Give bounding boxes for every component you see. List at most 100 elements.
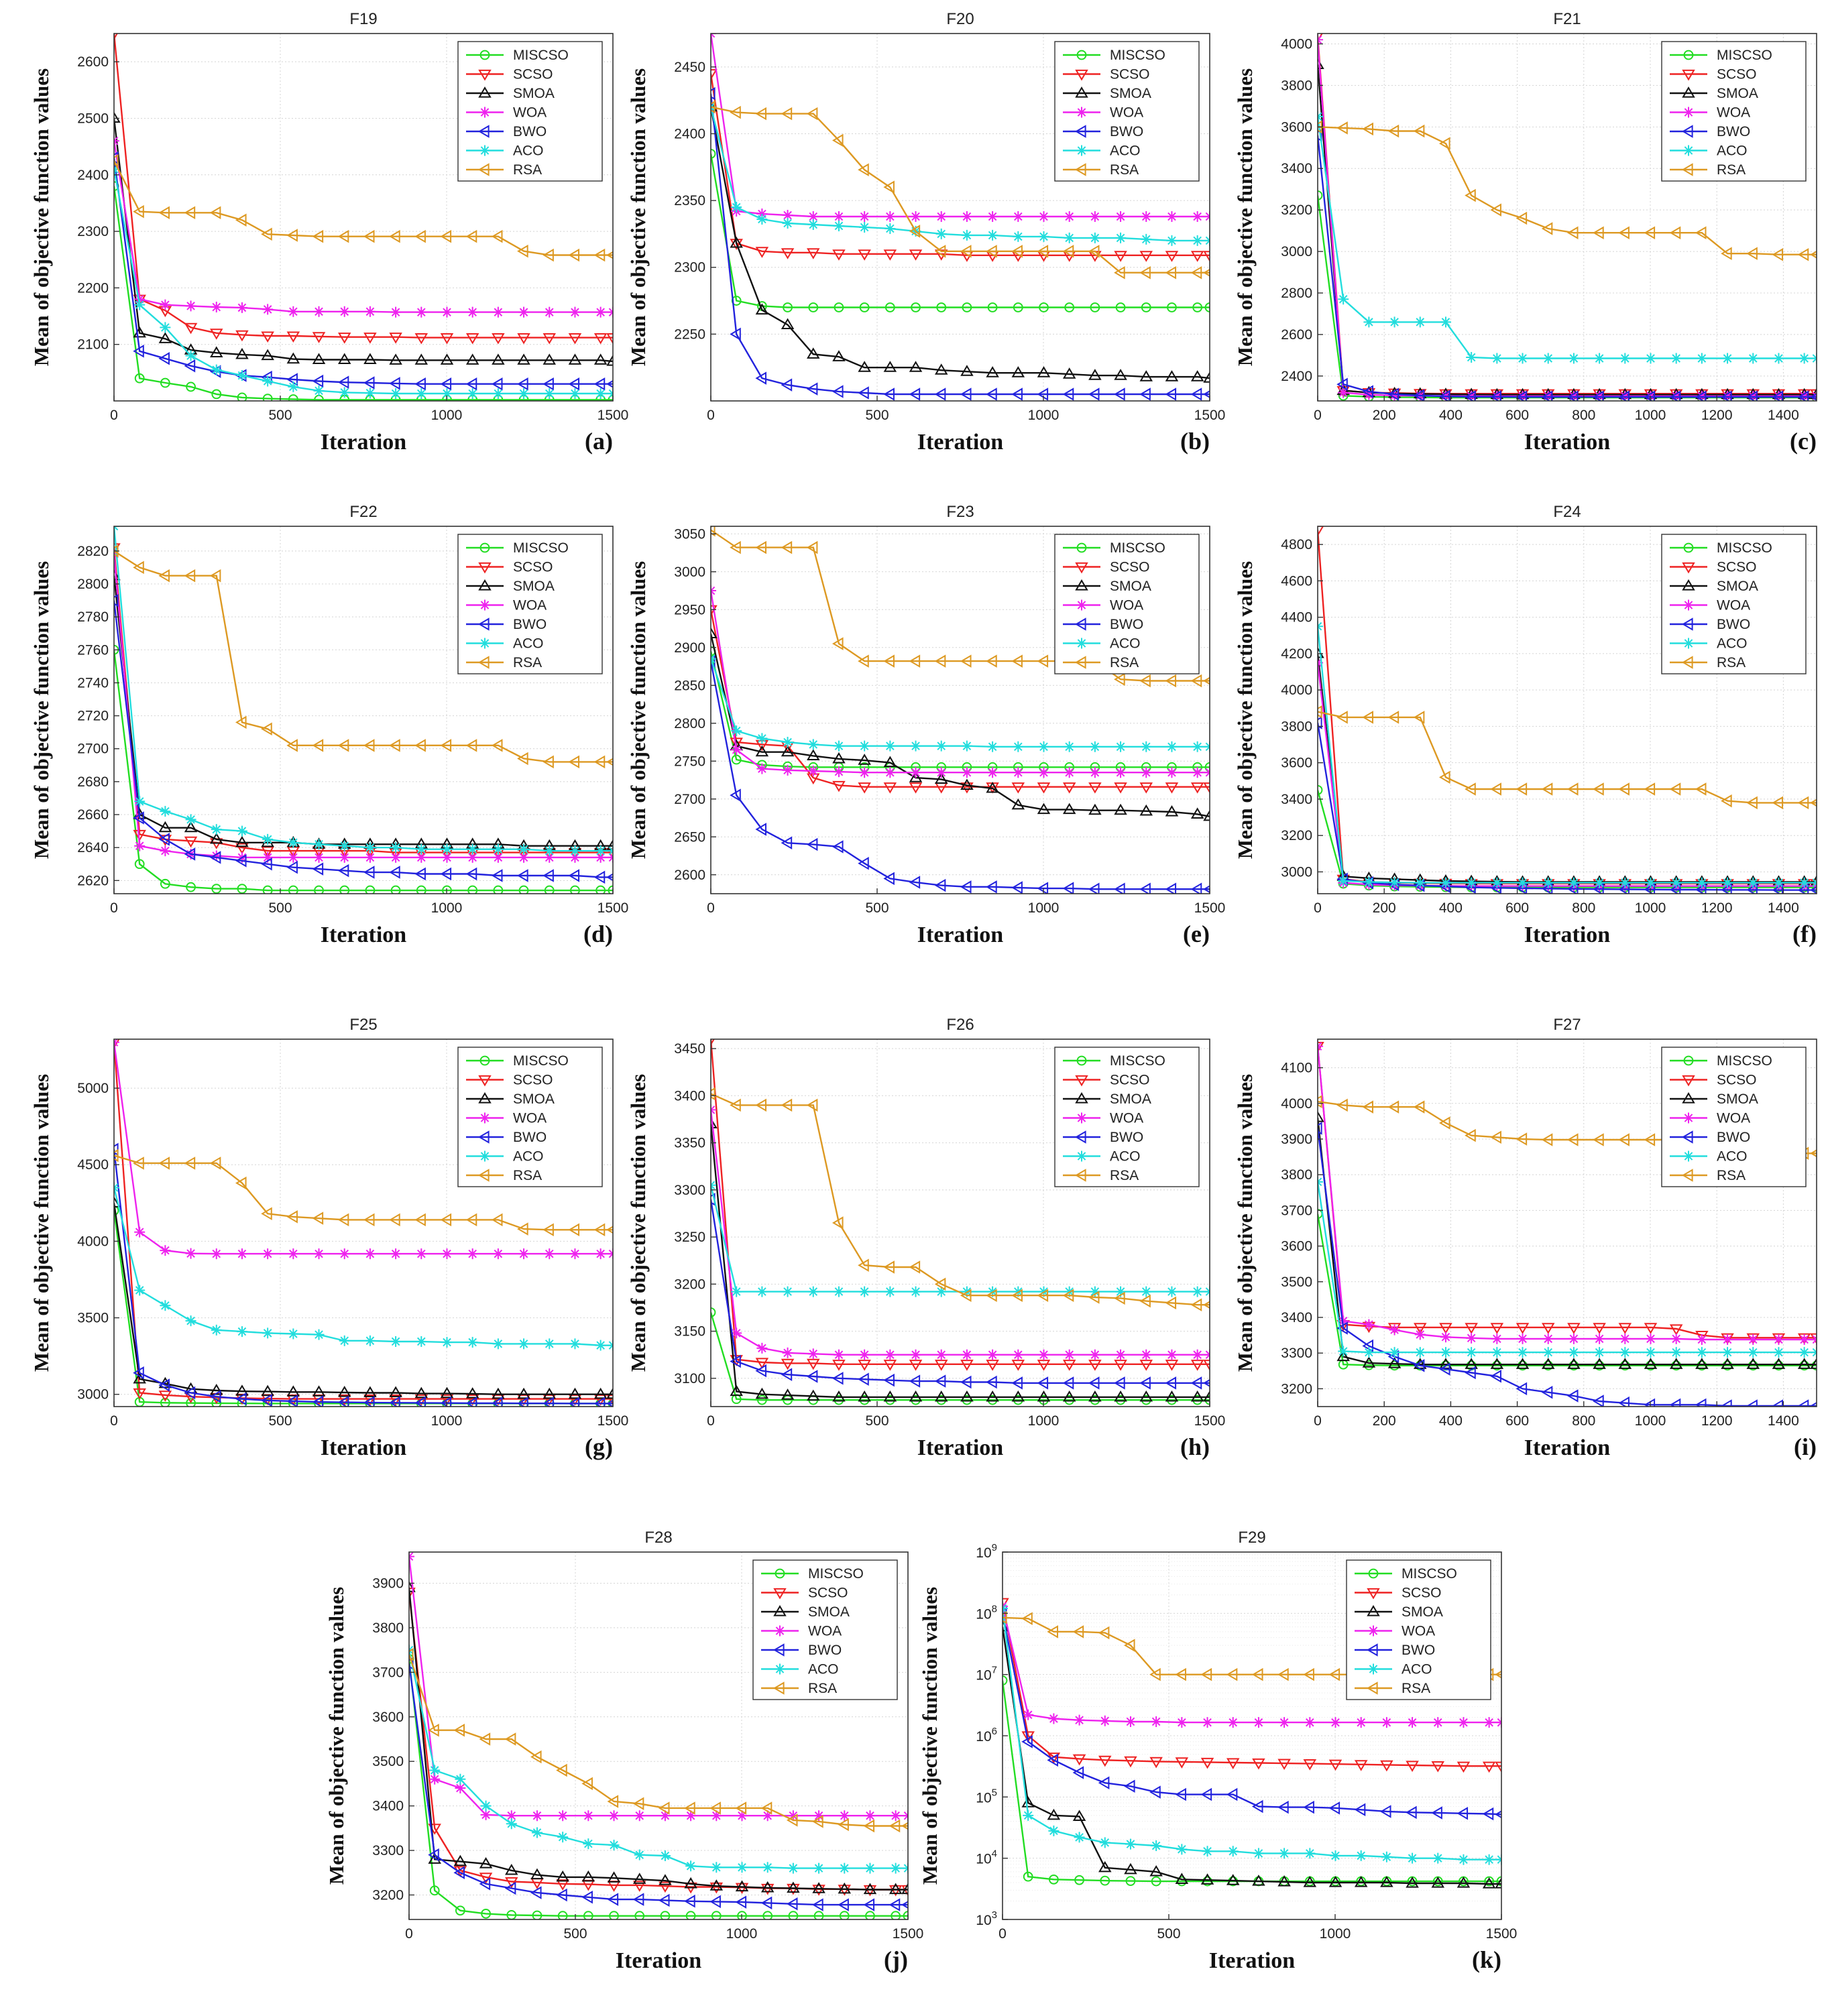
- data-point-smoa: [730, 236, 743, 248]
- data-point-scso: [760, 1883, 775, 1895]
- data-point-rsa: [1746, 796, 1758, 810]
- x-axis-label: Iteration: [1524, 923, 1611, 947]
- data-point-aco: [1099, 1837, 1110, 1848]
- data-point-scso: [505, 1877, 518, 1889]
- data-point-scso: [261, 846, 274, 858]
- data-point-smoa: [1226, 1874, 1240, 1885]
- x-tick-label: 500: [268, 1413, 292, 1429]
- data-point-bwo: [465, 1397, 477, 1407]
- series-line-miscso: [114, 650, 613, 892]
- x-axis-label: Iteration: [917, 430, 1004, 455]
- data-point-smoa: [210, 346, 223, 357]
- data-point-rsa: [1203, 1301, 1210, 1309]
- y-tick-label: 2640: [77, 840, 109, 855]
- legend-box: [1054, 41, 1200, 182]
- data-point-scso: [542, 1394, 557, 1406]
- legend-box: [457, 41, 603, 182]
- legend-label: BWO: [1717, 124, 1750, 139]
- data-point-smoa: [184, 821, 198, 833]
- data-point-bwo: [1772, 1399, 1784, 1407]
- data-point-rsa: [1190, 1298, 1202, 1311]
- legend-marker-aco: [1076, 1150, 1087, 1162]
- data-point-bwo: [414, 867, 426, 881]
- data-point-aco: [1696, 1347, 1707, 1358]
- y-tick-label: 3600: [1281, 119, 1312, 135]
- data-point-miscso: [544, 885, 555, 894]
- data-point-rsa: [883, 654, 895, 668]
- y-tick-label: 103: [976, 1909, 997, 1928]
- data-point-scso: [1252, 1758, 1265, 1770]
- axes-frame: [710, 33, 1210, 402]
- legend-marker-rsa: [478, 163, 490, 176]
- data-point-bwo: [1226, 1787, 1238, 1801]
- x-tick-label: 400: [1439, 900, 1463, 916]
- data-point-bwo: [363, 1396, 375, 1407]
- series-line-bwo: [711, 1199, 1210, 1384]
- data-point-smoa: [1387, 1357, 1402, 1368]
- data-point-smoa: [1328, 1876, 1343, 1887]
- data-point-rsa: [440, 739, 452, 752]
- data-point-smoa: [1695, 1358, 1709, 1369]
- y-tick-label: 3400: [1281, 161, 1312, 176]
- data-point-woa: [416, 1248, 427, 1260]
- data-point-aco: [288, 837, 299, 848]
- data-point-smoa: [261, 349, 274, 361]
- data-point-aco: [364, 388, 376, 399]
- data-point-aco: [1141, 233, 1152, 245]
- data-point-bwo: [883, 872, 895, 886]
- series-line-scso: [1318, 1046, 1817, 1339]
- data-point-scso: [158, 1390, 172, 1402]
- data-point-rsa: [1037, 654, 1049, 668]
- data-point-woa: [910, 211, 921, 223]
- data-point-smoa: [1062, 367, 1076, 379]
- data-point-smoa: [1114, 803, 1127, 815]
- data-point-bwo: [465, 867, 477, 881]
- legend-label: SMOA: [1110, 579, 1151, 594]
- data-point-bwo: [781, 836, 793, 850]
- data-point-smoa: [440, 353, 454, 365]
- data-point-scso: [440, 1394, 454, 1406]
- data-point-woa: [1089, 767, 1100, 778]
- data-point-rsa: [542, 1223, 554, 1237]
- x-tick-label: 1000: [1635, 1413, 1666, 1429]
- series-line-miscso: [1318, 1213, 1817, 1366]
- data-point-rsa: [684, 1801, 695, 1815]
- data-point-woa: [1038, 767, 1049, 778]
- data-point-rsa: [114, 1148, 119, 1163]
- data-point-scso: [568, 1394, 582, 1406]
- data-point-scso: [1414, 1323, 1427, 1334]
- data-point-bwo: [1465, 1366, 1476, 1380]
- data-point-miscso: [911, 302, 921, 312]
- series-line-rsa: [114, 550, 613, 763]
- legend-marker-woa: [1076, 599, 1087, 611]
- data-point-bwo: [858, 386, 869, 400]
- legend-marker-scso: [1075, 1075, 1088, 1087]
- data-point-woa: [1748, 390, 1759, 401]
- data-point-aco: [1089, 1286, 1100, 1297]
- data-point-aco: [884, 740, 896, 752]
- data-point-scso: [781, 1358, 795, 1370]
- data-point-woa: [185, 300, 196, 312]
- data-point-smoa: [114, 569, 121, 581]
- data-point-scso: [1114, 782, 1127, 794]
- data-point-aco: [1023, 1810, 1034, 1821]
- data-point-bwo: [261, 1394, 272, 1407]
- axes-frame: [710, 526, 1210, 894]
- data-point-rsa: [517, 244, 528, 258]
- data-point-bwo: [286, 860, 298, 874]
- data-point-rsa: [286, 739, 298, 752]
- data-point-smoa: [909, 361, 923, 372]
- data-point-aco: [756, 213, 768, 225]
- series-group: [711, 1039, 1210, 1405]
- data-point-rsa: [389, 739, 400, 752]
- series-group: [114, 526, 613, 894]
- data-point-scso: [1303, 1759, 1317, 1771]
- data-point-bwo: [760, 1896, 773, 1910]
- series-line-rsa: [409, 1654, 908, 1827]
- legend-label: ACO: [808, 1662, 839, 1677]
- data-point-bwo: [1406, 1805, 1417, 1820]
- data-point-rsa: [730, 1098, 741, 1112]
- series-line-smoa: [1003, 1626, 1501, 1885]
- data-point-smoa: [1362, 1356, 1376, 1368]
